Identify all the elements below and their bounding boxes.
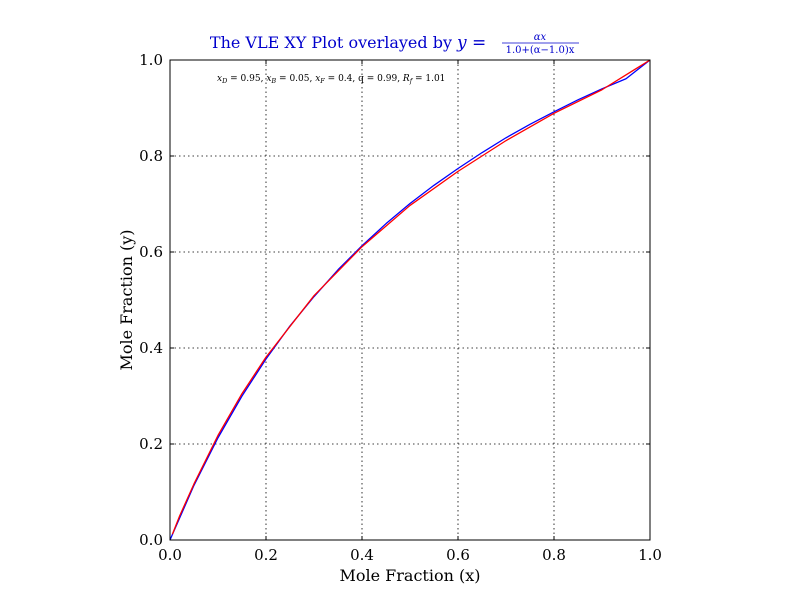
y-axis-label: Mole Fraction (y) [117, 229, 136, 370]
title-equation-lhs: y = [456, 33, 486, 53]
title-equation-denominator: 1.0+(α−1.0)x [506, 45, 575, 56]
annot-xb-symbol: x [266, 74, 271, 84]
y-tick-label: 0.6 [139, 243, 163, 261]
annot-rf-value: = 1.01 [412, 74, 445, 84]
y-tick-label: 0.0 [139, 531, 163, 549]
series-group [169, 59, 651, 541]
annot-xd-value: = 0.95, [227, 74, 266, 84]
annot-xd-symbol: x [217, 74, 222, 84]
plot-frame [169, 59, 651, 541]
annot-xd-sub: D [221, 77, 228, 85]
parameter-annotation: xD = 0.95, xB = 0.05, xF = 0.4, q = 0.99… [217, 74, 445, 85]
y-tick-label: 0.4 [139, 339, 163, 357]
annot-q: q = 0.99, [358, 74, 403, 84]
ticks: 0.0 0.2 0.4 0.6 0.8 1.0 0.0 0.2 0.4 0.6 0.8 1.0 [139, 51, 662, 564]
chart-title: The VLE XY Plot overlayed by [210, 33, 452, 52]
plot-area [170, 60, 650, 540]
annot-xf-value: = 0.4, [325, 74, 358, 84]
y-tick-label: 0.2 [139, 435, 163, 453]
annot-rf-symbol: R [402, 74, 410, 84]
annot-rf-sub: f [409, 77, 414, 85]
annot-xb-value: = 0.05, [276, 74, 315, 84]
x-tick-label: 1.0 [638, 546, 662, 564]
title-equation-numerator: αx [534, 32, 547, 43]
annot-xf-symbol: x [315, 74, 320, 84]
x-tick-label: 0.0 [158, 546, 182, 564]
x-tick-label: 0.2 [254, 546, 278, 564]
series-line-blue [169, 59, 651, 541]
grid [170, 60, 650, 540]
x-axis-label: Mole Fraction (x) [339, 566, 480, 585]
y-tick-label: 0.8 [139, 147, 163, 165]
annot-xb-sub: B [270, 77, 276, 85]
y-tick-label: 1.0 [139, 51, 163, 69]
x-tick-label: 0.8 [542, 546, 566, 564]
x-tick-label: 0.4 [350, 546, 374, 564]
annot-xf-sub: F [319, 77, 325, 85]
x-tick-label: 0.6 [446, 546, 470, 564]
series-line-red [171, 59, 651, 535]
